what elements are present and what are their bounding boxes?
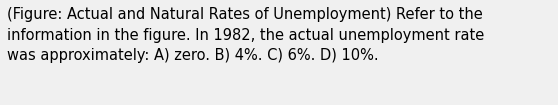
- Text: (Figure: Actual and Natural Rates of Unemployment) Refer to the
information in t: (Figure: Actual and Natural Rates of Une…: [7, 7, 484, 63]
